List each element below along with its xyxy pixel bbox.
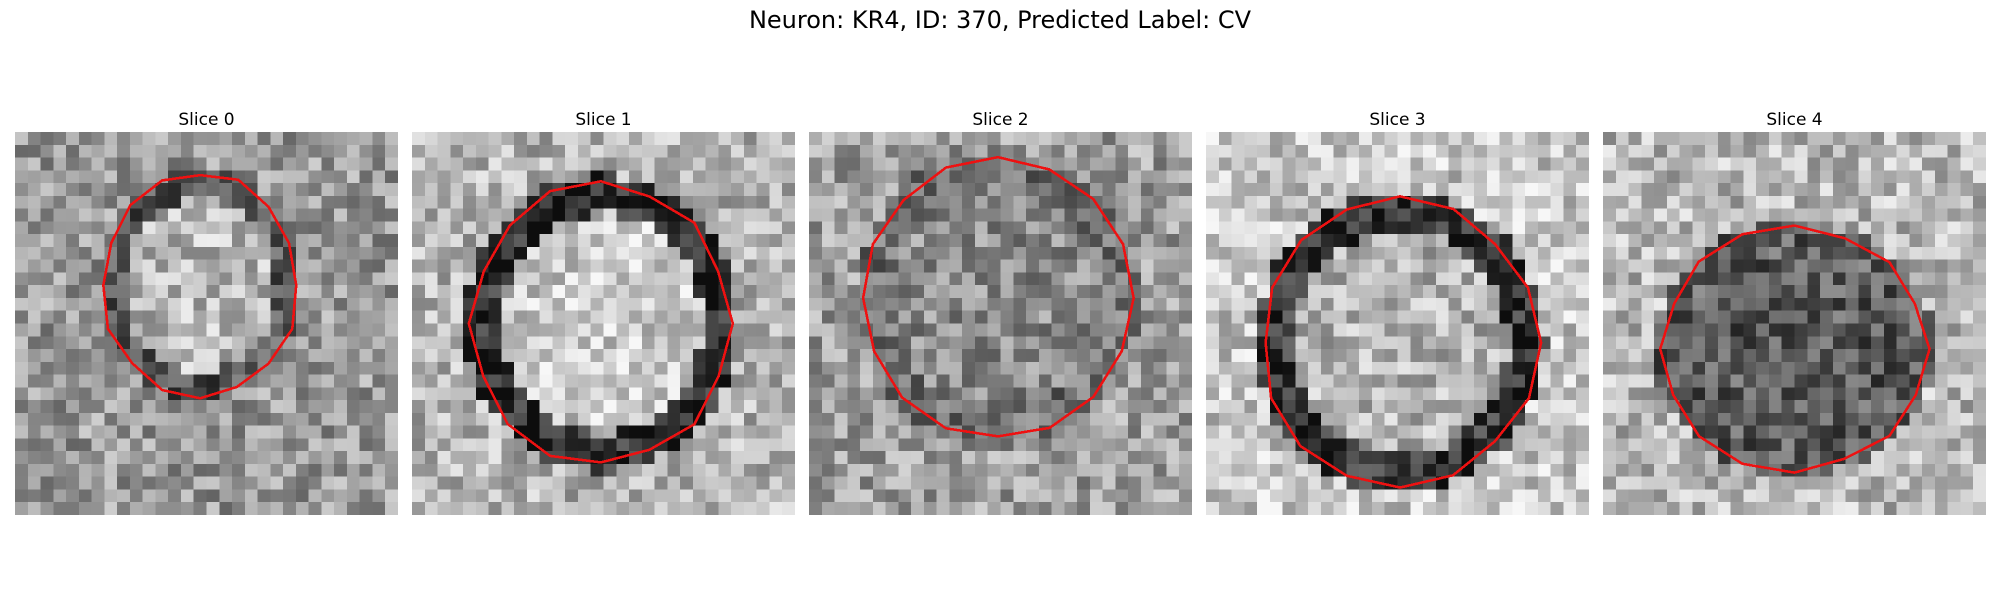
slice-title: Slice 1 bbox=[575, 110, 632, 130]
slice-title: Slice 0 bbox=[178, 110, 235, 130]
contour-outline bbox=[1658, 224, 1931, 474]
slice-panel-3: Slice 3 bbox=[1206, 108, 1589, 515]
contour-outline bbox=[1264, 195, 1543, 489]
slice-panel-4: Slice 4 bbox=[1603, 108, 1986, 515]
figure-title: Neuron: KR4, ID: 370, Predicted Label: C… bbox=[748, 6, 1252, 34]
slice-image bbox=[809, 132, 1192, 515]
slice-panel-0: Slice 0 bbox=[15, 108, 398, 515]
slice-panel-2: Slice 2 bbox=[809, 108, 1192, 515]
slice-title: Slice 3 bbox=[1369, 110, 1426, 130]
slice-image bbox=[15, 132, 398, 515]
slice-title: Slice 2 bbox=[972, 110, 1029, 130]
slice-image bbox=[1603, 132, 1986, 515]
contour-outline bbox=[467, 179, 735, 464]
slice-image bbox=[1206, 132, 1589, 515]
contour-outline bbox=[102, 173, 298, 400]
slice-image bbox=[412, 132, 795, 515]
contour-outline bbox=[861, 155, 1135, 438]
slice-title: Slice 4 bbox=[1766, 110, 1823, 130]
slice-panel-1: Slice 1 bbox=[412, 108, 795, 515]
